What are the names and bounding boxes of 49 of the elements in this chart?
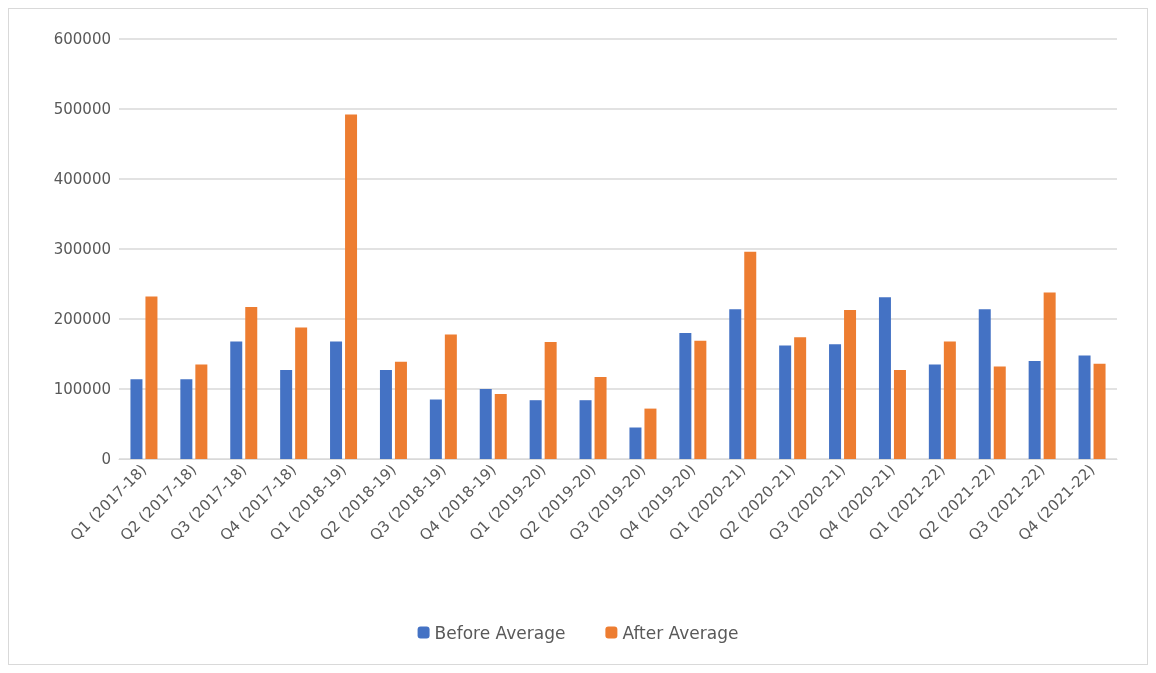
bar: [379, 370, 392, 459]
bar: [429, 399, 442, 459]
bar: [744, 251, 757, 459]
y-tick-label: 400000: [53, 170, 111, 188]
bar: [579, 400, 592, 459]
bar: [1093, 363, 1106, 459]
bar: [779, 345, 792, 459]
bar: [694, 340, 707, 459]
bar: [130, 379, 143, 459]
y-tick-label: 500000: [53, 100, 111, 118]
bar: [529, 400, 542, 459]
bar: [928, 364, 941, 459]
legend-label: Before Average: [434, 622, 566, 643]
bar: [245, 307, 258, 459]
y-tick-label: 200000: [53, 310, 111, 328]
bar: [829, 344, 842, 459]
bar: [195, 364, 208, 459]
bar: [844, 309, 857, 459]
y-tick-label: 600000: [53, 30, 111, 48]
bar: [145, 296, 158, 459]
bar: [345, 114, 358, 459]
bar: [330, 341, 343, 459]
bar: [679, 333, 692, 459]
bar: [794, 337, 807, 459]
bar: [494, 393, 507, 459]
bar: [729, 309, 742, 459]
bar: [479, 389, 492, 459]
bar: [629, 427, 642, 459]
bar: [893, 370, 906, 459]
y-tick-label: 0: [101, 450, 111, 468]
bar: [978, 309, 991, 459]
bar: [993, 366, 1006, 459]
bar: [444, 334, 457, 459]
y-tick-label: 300000: [53, 240, 111, 258]
bar: [544, 342, 557, 459]
bar: [230, 341, 243, 459]
bar: [1043, 292, 1056, 459]
bar: [594, 377, 607, 459]
bar: [280, 370, 293, 459]
bar: [295, 327, 308, 459]
bar: [1078, 355, 1091, 459]
bar: [394, 361, 407, 459]
bar: [1028, 361, 1041, 459]
legend-label: After Average: [622, 622, 739, 643]
bar: [943, 341, 956, 459]
bar: [180, 379, 193, 459]
y-tick-label: 100000: [53, 380, 111, 398]
bar: [878, 297, 891, 459]
bar: [644, 408, 657, 459]
